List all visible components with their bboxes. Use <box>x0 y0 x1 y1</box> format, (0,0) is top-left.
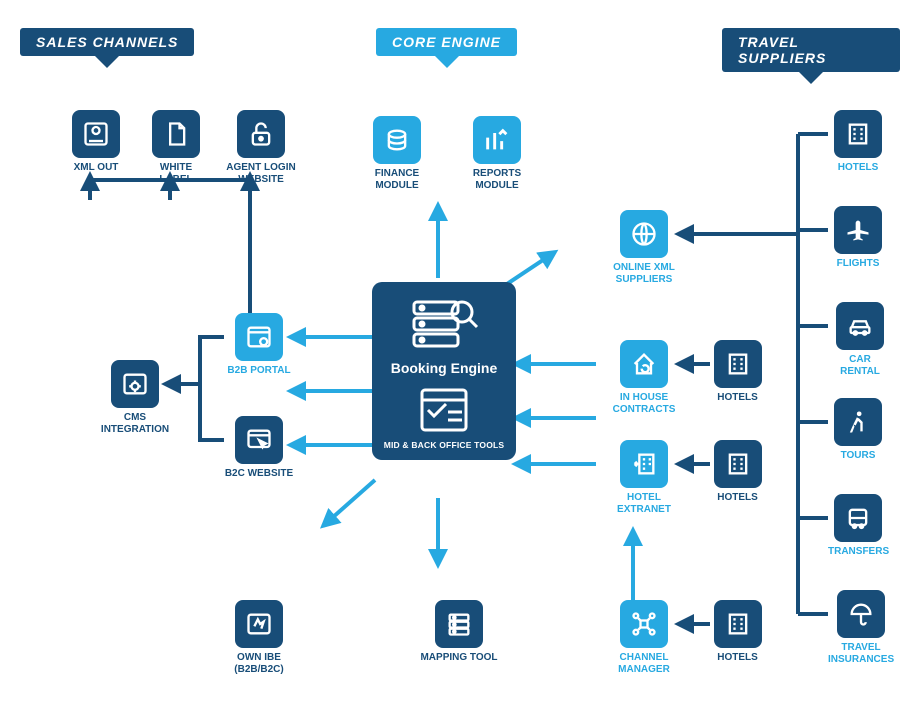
plane-window-icon <box>235 600 283 648</box>
building-icon <box>714 440 762 488</box>
node-label: MAPPING TOOL <box>414 652 504 664</box>
node-hotels-mid1: HOTELS <box>710 340 765 404</box>
node-label: TRAVEL INSURANCES <box>828 642 894 665</box>
node-label: TRANSFERS <box>828 546 888 558</box>
node-label: B2B PORTAL <box>224 365 294 377</box>
header-core: CORE ENGINE <box>376 28 517 68</box>
node-label: HOTELS <box>710 492 765 504</box>
node-label: HOTELS <box>828 162 888 174</box>
node-hotels-mid2: HOTELS <box>710 440 765 504</box>
node-label: IN HOUSE CONTRACTS <box>609 392 679 415</box>
header-pointer <box>95 56 119 68</box>
umbrella-icon <box>837 590 885 638</box>
node-hotels-mid3: HOTELS <box>710 600 765 664</box>
node-white-label: WHITE LABEL <box>146 110 206 185</box>
header-label: CORE ENGINE <box>376 28 517 56</box>
header-pointer <box>435 56 459 68</box>
building-icon <box>834 110 882 158</box>
lock-icon <box>237 110 285 158</box>
bus-icon <box>834 494 882 542</box>
node-online-xml: ONLINE XML SUPPLIERS <box>609 210 679 285</box>
hotel-arrow-icon <box>620 440 668 488</box>
node-label: FINANCE MODULE <box>352 168 442 191</box>
booking-engine-subtitle: MID & BACK OFFICE TOOLS <box>380 440 508 450</box>
diagram-canvas: SALES CHANNELS CORE ENGINE TRAVEL SUPPLI… <box>0 0 900 727</box>
header-suppliers: TRAVEL SUPPLIERS <box>722 28 900 84</box>
node-label: CHANNEL MANAGER <box>609 652 679 675</box>
globe-icon <box>620 210 668 258</box>
coins-icon <box>373 116 421 164</box>
node-in-house: IN HOUSE CONTRACTS <box>609 340 679 415</box>
node-cms: CMS INTEGRATION <box>100 360 170 435</box>
checklist-icon <box>414 386 474 436</box>
browser-globe-icon <box>235 313 283 361</box>
browser-cursor-icon <box>235 416 283 464</box>
node-finance: FINANCE MODULE <box>352 116 442 191</box>
node-label: HOTEL EXTRANET <box>609 492 679 515</box>
node-label: B2C WEBSITE <box>224 468 294 480</box>
building-icon <box>714 600 762 648</box>
node-agent-login: AGENT LOGIN WEBSITE <box>226 110 296 185</box>
node-own-ibe: OWN IBE (B2B/B2C) <box>224 600 294 675</box>
document-icon <box>152 110 200 158</box>
supplier-travel-ins: TRAVEL INSURANCES <box>828 590 894 665</box>
house-refresh-icon <box>620 340 668 388</box>
node-hotel-extranet: HOTEL EXTRANET <box>609 440 679 515</box>
node-label: CAR RENTAL <box>828 354 892 377</box>
header-label: TRAVEL SUPPLIERS <box>722 28 900 72</box>
header-pointer <box>799 72 823 84</box>
server-icon <box>435 600 483 648</box>
booking-engine-box: Booking Engine MID & BACK OFFICE TOOLS <box>372 282 516 460</box>
booking-engine-title: Booking Engine <box>380 360 508 376</box>
node-label: TOURS <box>828 450 888 462</box>
building-icon <box>714 340 762 388</box>
supplier-hotels: HOTELS <box>828 110 888 174</box>
xml-icon <box>72 110 120 158</box>
chart-icon <box>473 116 521 164</box>
node-label: WHITE LABEL <box>146 162 206 185</box>
header-label: SALES CHANNELS <box>20 28 194 56</box>
car-icon <box>836 302 884 350</box>
network-icon <box>620 600 668 648</box>
node-label: XML OUT <box>66 162 126 174</box>
node-label: REPORTS MODULE <box>452 168 542 191</box>
node-reports: REPORTS MODULE <box>452 116 542 191</box>
hiker-icon <box>834 398 882 446</box>
header-sales: SALES CHANNELS <box>20 28 194 68</box>
supplier-car-rental: CAR RENTAL <box>828 302 892 377</box>
node-xml-out: XML OUT <box>66 110 126 174</box>
supplier-transfers: TRANSFERS <box>828 494 888 558</box>
node-label: HOTELS <box>710 392 765 404</box>
node-label: AGENT LOGIN WEBSITE <box>226 162 296 185</box>
server-search-icon <box>408 296 480 354</box>
node-channel-manager: CHANNEL MANAGER <box>609 600 679 675</box>
node-mapping-tool: MAPPING TOOL <box>414 600 504 664</box>
node-label: ONLINE XML SUPPLIERS <box>609 262 679 285</box>
node-b2b-portal: B2B PORTAL <box>224 313 294 377</box>
gear-window-icon <box>111 360 159 408</box>
node-label: FLIGHTS <box>828 258 888 270</box>
node-b2c-website: B2C WEBSITE <box>224 416 294 480</box>
node-label: CMS INTEGRATION <box>100 412 170 435</box>
plane-icon <box>834 206 882 254</box>
node-label: HOTELS <box>710 652 765 664</box>
supplier-tours: TOURS <box>828 398 888 462</box>
supplier-flights: FLIGHTS <box>828 206 888 270</box>
node-label: OWN IBE (B2B/B2C) <box>224 652 294 675</box>
